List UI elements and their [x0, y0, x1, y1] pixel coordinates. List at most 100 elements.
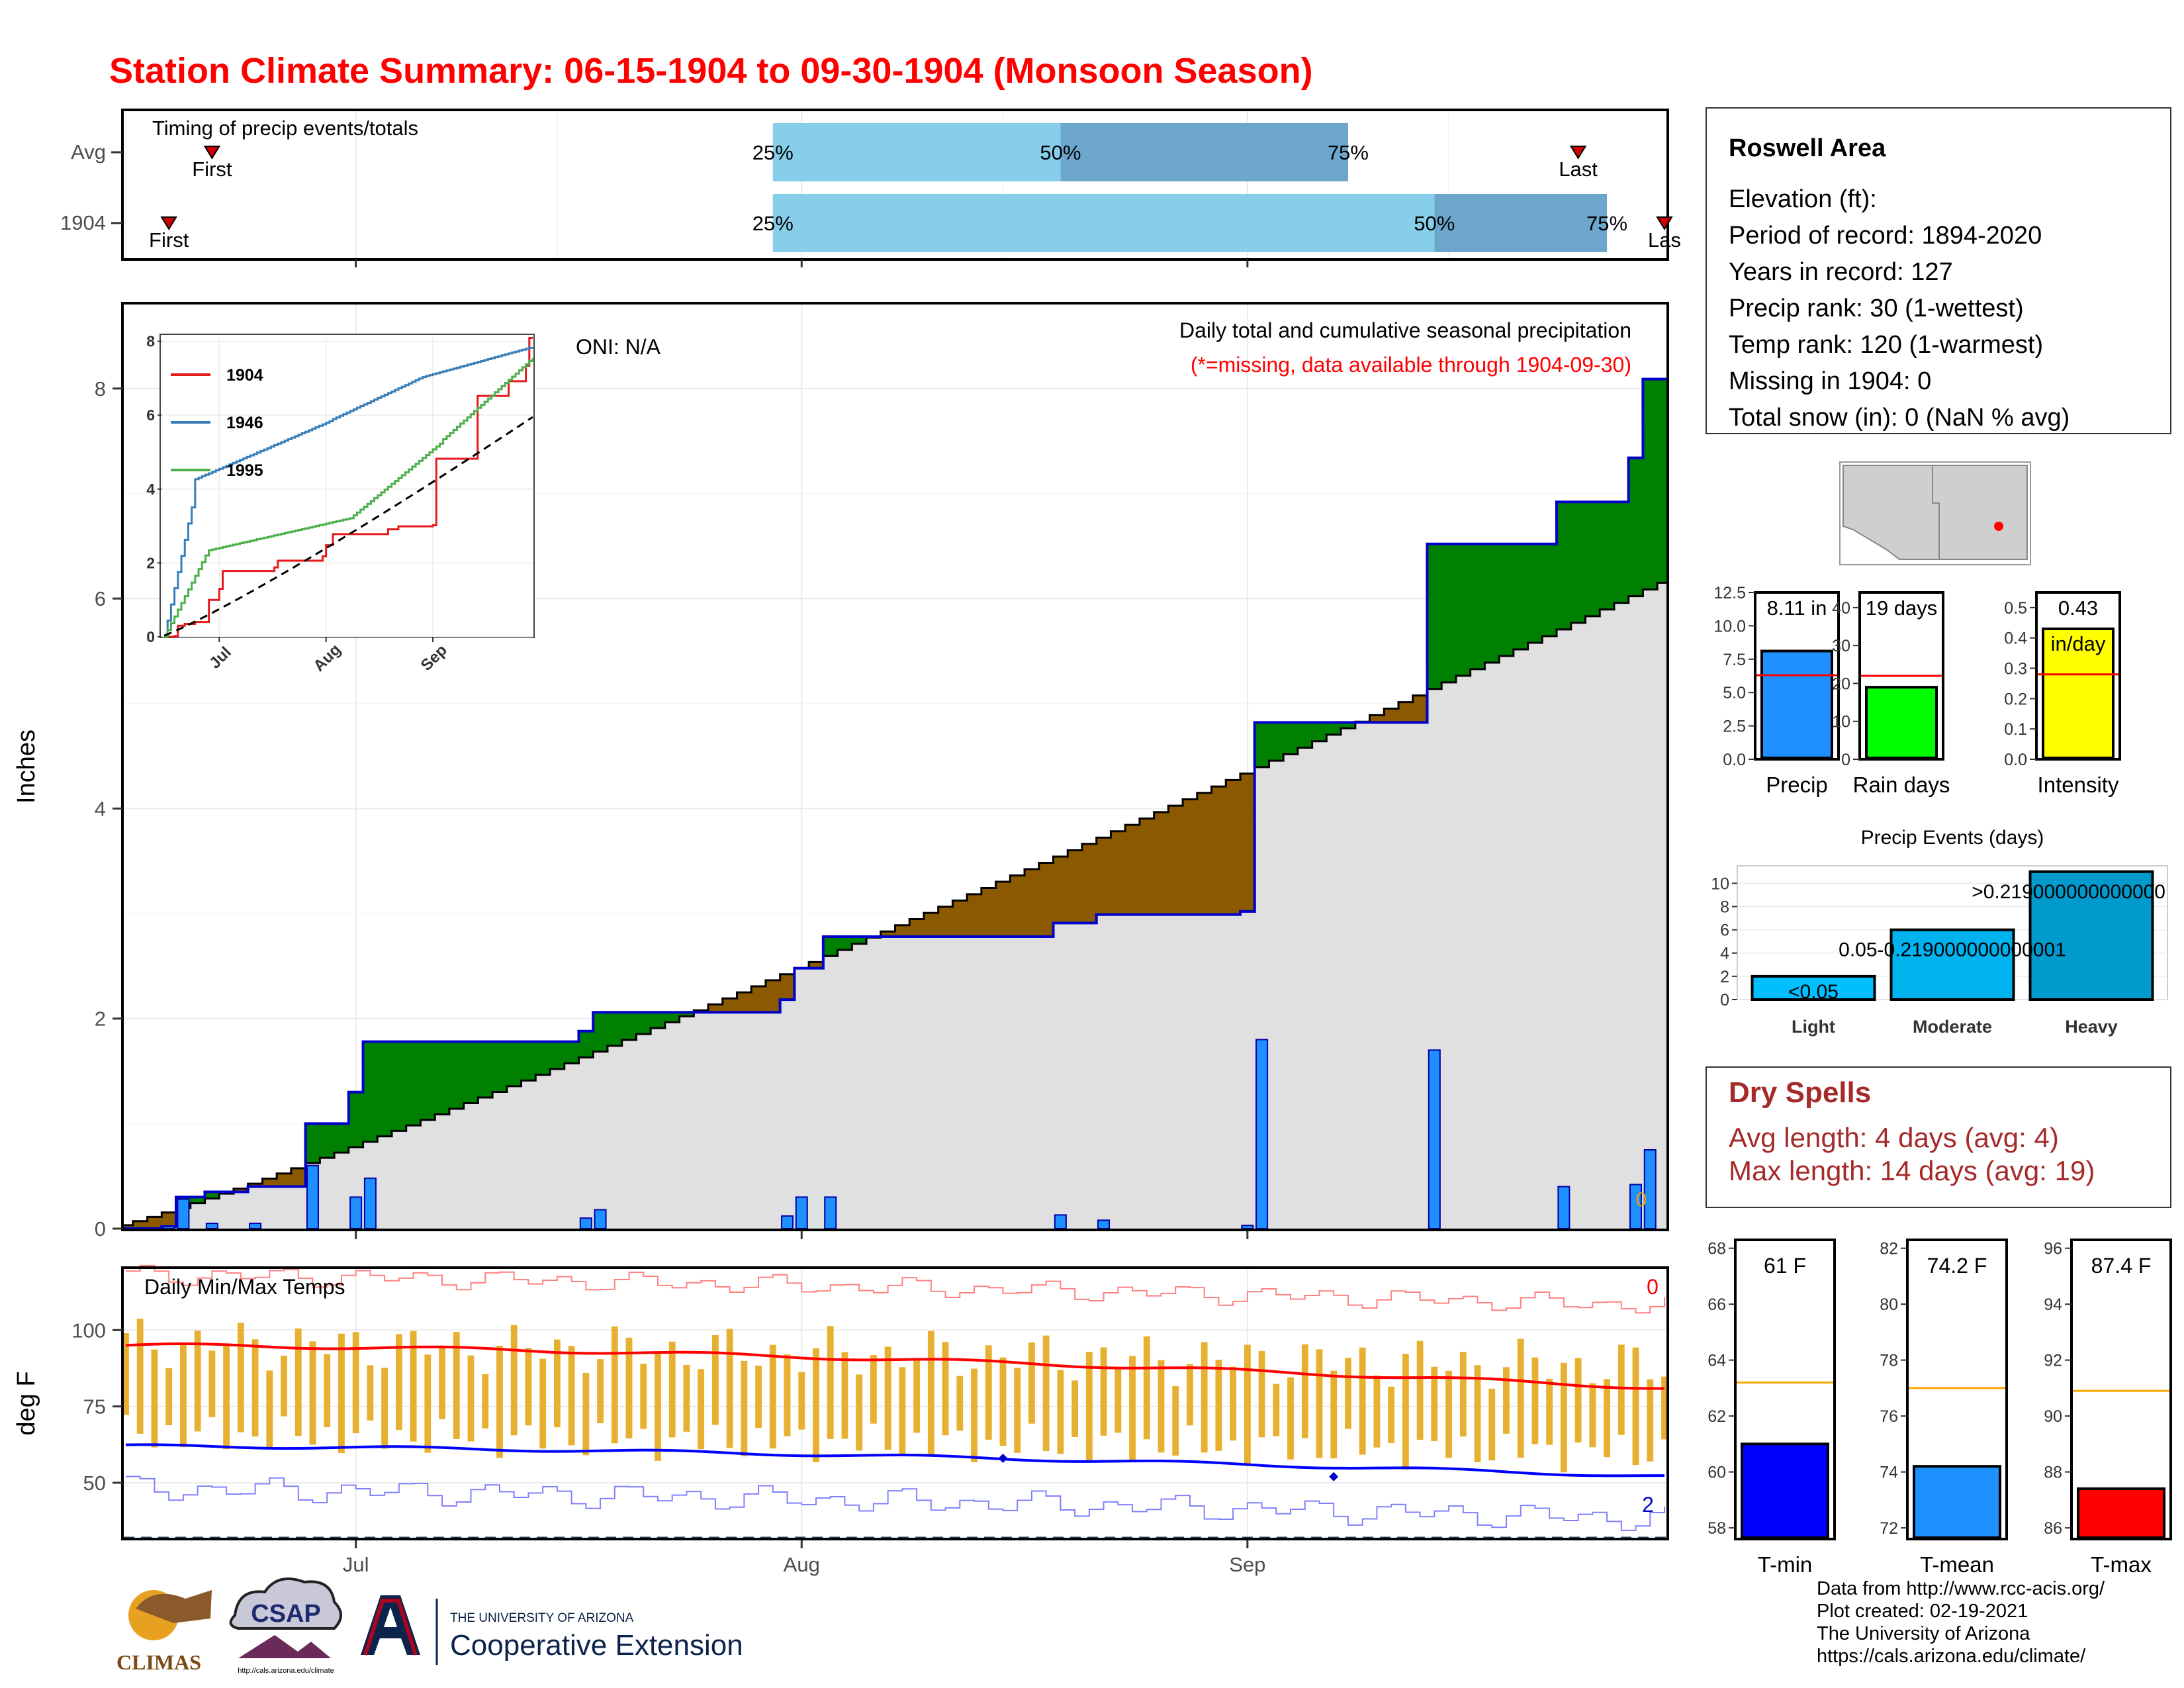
- departure-segment-32: [578, 1031, 594, 1058]
- departure-segment-75: [1197, 792, 1212, 915]
- temp-mini-ytick-label-0-4: 66: [1707, 1295, 1726, 1314]
- daily-precip-bar-78: [1241, 1225, 1254, 1230]
- temp-range-bar-87: [1373, 1375, 1381, 1448]
- temp-range-bar-70: [1129, 1356, 1136, 1462]
- observed-cumulative-line: [124, 377, 1666, 1230]
- temp-range-bar-38: [668, 1341, 676, 1438]
- departure-segment-98: [1527, 543, 1543, 643]
- temp-range-bar-106: [1647, 1379, 1654, 1462]
- temp-range-bar-73: [1172, 1385, 1179, 1456]
- precip-panel-frame: [121, 302, 1669, 1231]
- temp-range-bar-18: [381, 1368, 388, 1449]
- departure-segment-81: [1283, 722, 1298, 755]
- temp-range-bar-99: [1546, 1379, 1553, 1445]
- temp-mini-chart-1: 72 74 76 78 80 82 74.2 F T-mean: [1880, 1239, 2008, 1577]
- temp-mini-ytick-label-0-5: 68: [1707, 1240, 1726, 1258]
- temp-range-bar-11: [281, 1355, 287, 1417]
- temp-range-bar-52: [870, 1355, 877, 1424]
- inset-ytick-label-1: 2: [146, 554, 155, 571]
- timing-last-marker-1: [1656, 216, 1673, 230]
- dry-spells-avg: Avg length: 4 days (avg: 4): [1729, 1122, 2059, 1153]
- temp-range-bar-48: [813, 1348, 819, 1463]
- temp-range-bar-39: [683, 1364, 690, 1432]
- temp-range-bar-5: [194, 1331, 201, 1432]
- footer-plot-created: Plot created: 02-19-2021: [1817, 1601, 2028, 1622]
- mini-ytick-label-2-1: 0.1: [2004, 720, 2027, 739]
- mini-ytick-label-0-0: 0.0: [1723, 751, 1746, 769]
- precip-ytick-label-0: 0: [95, 1217, 106, 1241]
- temp-range-bar-77: [1230, 1366, 1237, 1441]
- departure-segment-91: [1427, 543, 1442, 689]
- mini-ytick-label-2-4: 0.4: [2004, 630, 2027, 648]
- departure-segment-65: [1053, 857, 1068, 923]
- departure-segment-11: [277, 1173, 292, 1187]
- departure-segment-28: [521, 1041, 536, 1081]
- departure-segment-92: [1441, 543, 1457, 682]
- temp-range-bar-83: [1316, 1349, 1323, 1458]
- departure-segment-25: [478, 1041, 493, 1098]
- timing-first-label-0: First: [192, 158, 232, 181]
- temp-range-bar-93: [1459, 1352, 1467, 1436]
- daily-precip-bar-91: [1428, 1049, 1441, 1230]
- temp-mini-value-bar-2: [2077, 1487, 2165, 1540]
- temp-range-bar-104: [1617, 1344, 1625, 1435]
- temp-range-bar-37: [655, 1352, 661, 1461]
- locator-map: [1839, 461, 2031, 565]
- inset-legend: 1904 1946 1995: [171, 366, 263, 480]
- timing-last-marker-0: [1569, 146, 1587, 160]
- departure-segment-59: [967, 894, 982, 937]
- departure-segment-34: [607, 1012, 623, 1046]
- csap-cloud-icon: [229, 1577, 342, 1630]
- departure-segment-48: [809, 962, 824, 968]
- precip-ytick-label-4: 8: [95, 377, 106, 400]
- temp-range-bar-78: [1244, 1344, 1251, 1466]
- departure-segment-23: [449, 1041, 465, 1109]
- temp-mini-title-2: T-max: [2091, 1552, 2152, 1577]
- departure-segment-15: [334, 1123, 349, 1153]
- temp-range-bar-89: [1402, 1354, 1409, 1470]
- temp-ytick-label-0: 50: [83, 1472, 106, 1495]
- dry-spells-box: Dry Spells Avg length: 4 days (avg: 4) M…: [1706, 1066, 2171, 1208]
- temp-range-bar-41: [711, 1335, 719, 1425]
- temp-mini-title-1: T-mean: [1920, 1552, 1994, 1577]
- temp-mini-chart-0: 58 60 62 64 66 68 61 F T-min: [1707, 1239, 1836, 1577]
- temp-panel-bg: [122, 1268, 1668, 1539]
- dry-spells-title: Dry Spells: [1729, 1076, 1871, 1109]
- normal-min-line: [125, 1443, 1665, 1477]
- mini-ytick-label-2-2: 0.2: [2004, 690, 2027, 708]
- events-title: Precip Events (days): [1861, 827, 2044, 849]
- daily-precip-bar-13: [306, 1164, 319, 1230]
- departure-segment-30: [549, 1041, 565, 1069]
- mini-chart-0: 0.0 2.5 5.0 7.5 10.0 12.5 8.11 in Precip: [1713, 584, 1840, 797]
- temp-ytick-label-2: 100: [71, 1319, 106, 1342]
- temp-mini-ytick-label-0-3: 64: [1707, 1352, 1726, 1370]
- station-period: Period of record: 1894-2020: [1729, 222, 2042, 250]
- temp-range-bar-10: [266, 1370, 273, 1450]
- temp-range-bar-27: [510, 1325, 518, 1436]
- temp-range-bar-54: [899, 1367, 906, 1456]
- station-missing: Missing in 1904: 0: [1729, 367, 1931, 395]
- legend-label-1995: 1995: [226, 461, 263, 480]
- events-ytick-label-2: 4: [1720, 945, 1729, 963]
- temp-range-bar-36: [640, 1364, 647, 1429]
- mini-chart-1: 0 10 20 30 40 19 days Rain days: [1832, 591, 1950, 797]
- timing-first-marker-1: [160, 216, 177, 230]
- departure-segment-70: [1125, 825, 1140, 915]
- date-xtick-label-2: Sep: [1229, 1553, 1265, 1576]
- departure-segment-17: [363, 1041, 378, 1142]
- daily-precip-bar-100: [1557, 1186, 1570, 1229]
- events-ytick-label-4: 8: [1720, 898, 1729, 916]
- temp-normal-lines: [125, 1264, 1665, 1531]
- temp-range-bar-91: [1431, 1366, 1438, 1442]
- temp-range-bar-43: [741, 1360, 748, 1456]
- mini-value-bar-0: [1760, 649, 1833, 759]
- date-xtick-label-0: Jul: [343, 1553, 369, 1576]
- departure-segment-67: [1081, 843, 1097, 923]
- temp-range-bar-47: [798, 1372, 805, 1430]
- temp-range-bar-29: [539, 1358, 547, 1449]
- temp-range-bar-24: [467, 1355, 475, 1442]
- temp-mini-ytick-label-0-1: 60: [1707, 1464, 1726, 1482]
- temp-range-bar-85: [1345, 1358, 1351, 1429]
- station-temp-rank: Temp rank: 120 (1-warmest): [1729, 331, 2043, 359]
- departure-segment-95: [1484, 543, 1500, 663]
